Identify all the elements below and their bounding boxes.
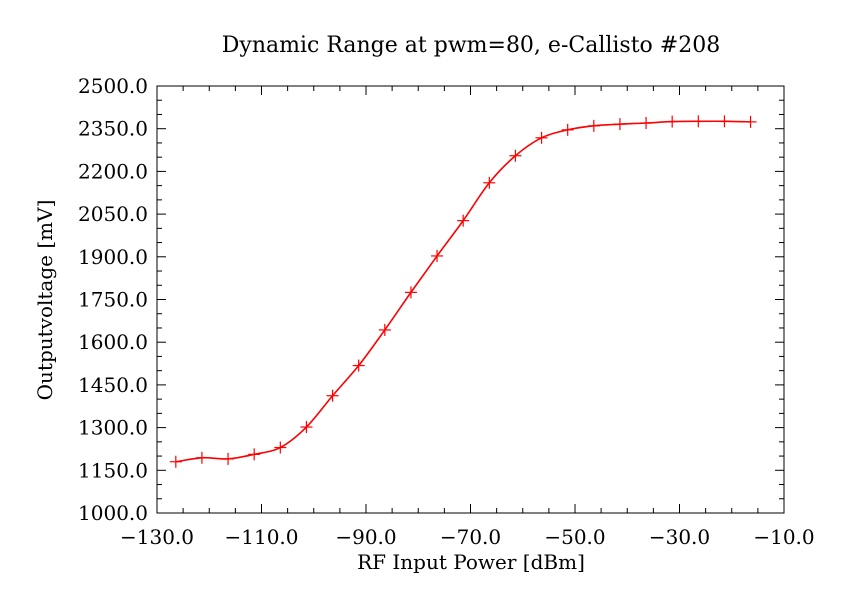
data-point-marker bbox=[248, 448, 261, 461]
data-point-marker bbox=[587, 119, 600, 132]
x-axis-ticks: −130.0 −110.0 −90.0 −70.0 −50.0 −30.0 −10.0 bbox=[120, 86, 815, 549]
plot-frame bbox=[156, 85, 785, 514]
data-point-marker bbox=[509, 149, 522, 162]
x-tick-label: −30.0 bbox=[649, 525, 710, 549]
data-point-marker bbox=[222, 452, 235, 465]
chart-title: Dynamic Range at pwm=80, e-Callisto #208 bbox=[222, 33, 720, 58]
data-point-marker bbox=[404, 286, 417, 299]
data-point-marker bbox=[326, 389, 339, 402]
data-point-marker bbox=[535, 131, 548, 144]
data-point-marker bbox=[718, 115, 731, 128]
y-tick-label: 1600.0 bbox=[78, 330, 148, 354]
y-tick-label: 1150.0 bbox=[78, 458, 148, 482]
x-axis-label: RF Input Power [dBm] bbox=[357, 550, 585, 574]
y-axis-ticks: 1000.0 1150.0 1300.0 1450.0 1600.0 1750.0 1900… bbox=[78, 74, 784, 525]
y-tick-label: 1000.0 bbox=[78, 501, 148, 525]
y-tick-label: 1750.0 bbox=[78, 288, 148, 312]
x-tick-label: −10.0 bbox=[753, 525, 814, 549]
data-point-marker bbox=[483, 176, 496, 189]
data-point-marker bbox=[640, 117, 653, 130]
data-point-marker bbox=[352, 359, 365, 372]
y-axis-label: Outputvoltage [mV] bbox=[33, 200, 57, 401]
y-tick-label: 2200.0 bbox=[78, 159, 148, 183]
data-point-marker bbox=[378, 323, 391, 336]
data-point-marker bbox=[666, 115, 679, 128]
x-tick-label: −130.0 bbox=[120, 525, 194, 549]
x-tick-label: −110.0 bbox=[224, 525, 298, 549]
data-point-marker bbox=[169, 455, 182, 468]
y-tick-label: 1900.0 bbox=[78, 245, 148, 269]
data-point-marker bbox=[692, 115, 705, 128]
data-point-marker bbox=[431, 249, 444, 262]
y-tick-label: 1450.0 bbox=[78, 373, 148, 397]
data-point-marker bbox=[274, 441, 287, 454]
y-tick-label: 2050.0 bbox=[78, 202, 148, 226]
y-tick-label: 2500.0 bbox=[78, 74, 148, 98]
y-tick-label: 1300.0 bbox=[78, 416, 148, 440]
data-point-marker bbox=[561, 123, 574, 136]
data-point-marker bbox=[300, 421, 313, 434]
data-point-marker bbox=[613, 118, 626, 131]
data-point-marker bbox=[457, 214, 470, 227]
y-tick-label: 2350.0 bbox=[78, 117, 148, 141]
series-line bbox=[175, 120, 751, 463]
data-point-marker bbox=[195, 451, 208, 464]
series-layer bbox=[169, 115, 757, 468]
data-point-marker bbox=[744, 115, 757, 128]
x-tick-label: −90.0 bbox=[335, 525, 396, 549]
x-tick-label: −70.0 bbox=[440, 525, 501, 549]
x-tick-label: −50.0 bbox=[544, 525, 605, 549]
